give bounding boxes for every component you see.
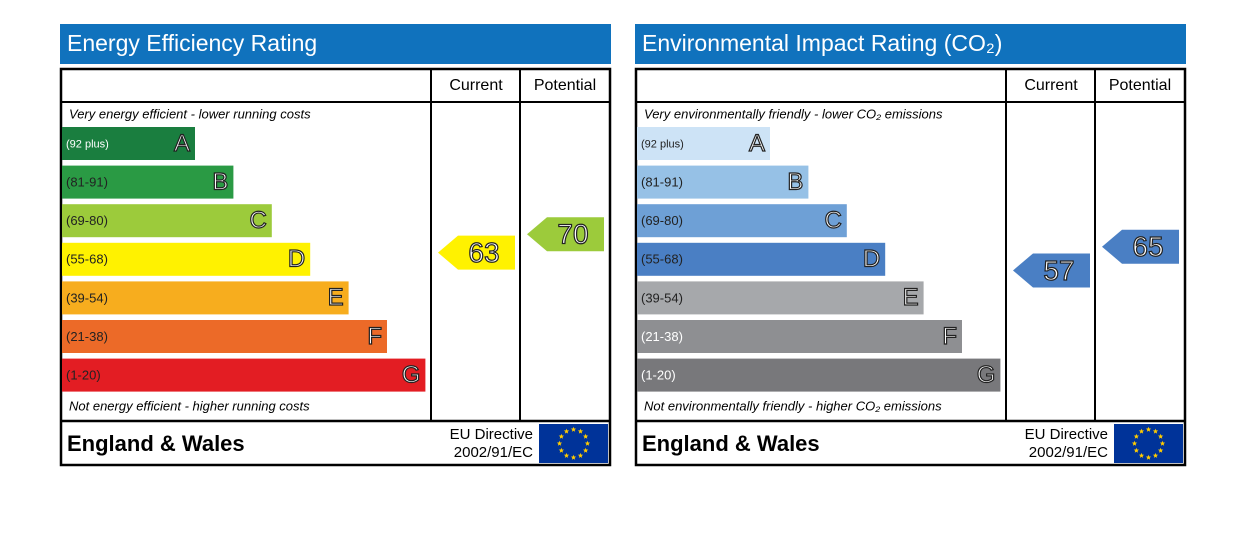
title-bar	[635, 24, 1186, 64]
band-range: (69-80)	[66, 213, 108, 228]
band-range: (81-91)	[641, 175, 683, 190]
top-note: Very environmentally friendly - lower CO…	[644, 106, 943, 121]
eu-star	[570, 454, 577, 460]
band-letter: F	[367, 323, 382, 350]
band-range: (92 plus)	[66, 138, 109, 150]
eu-star	[558, 447, 565, 453]
panel: Energy Efficiency Rating Current Potential…	[59, 24, 612, 467]
bottom-note: Not energy efficient - higher running co…	[69, 398, 310, 413]
band-letter: C	[824, 207, 841, 234]
column-header: Potential	[534, 77, 596, 94]
rating-band	[637, 204, 847, 238]
eu-star	[582, 433, 589, 439]
eu-star	[563, 452, 570, 458]
band-range: (81-91)	[66, 175, 108, 190]
eu-star	[1145, 426, 1152, 432]
directive: EU Directive	[450, 426, 533, 443]
rating-arrow	[438, 235, 515, 270]
eu-star	[584, 440, 591, 446]
rating-band	[62, 320, 387, 353]
eu-star	[556, 440, 563, 446]
directive: 2002/91/EC	[454, 444, 533, 461]
region: England & Wales	[642, 431, 820, 456]
band-letter: G	[977, 361, 996, 388]
band-range: (55-68)	[66, 252, 108, 267]
band-letter: B	[212, 168, 228, 195]
eu-star	[1133, 433, 1140, 439]
rating-band	[62, 127, 195, 160]
panel-title: Energy Efficiency Rating	[67, 30, 317, 56]
band-letter: E	[903, 284, 919, 311]
band-range: (39-54)	[66, 290, 108, 305]
frame	[59, 67, 612, 467]
band-letter: D	[288, 246, 305, 273]
band-letter: C	[249, 207, 266, 234]
rating-arrow	[1013, 253, 1090, 288]
top-note: Very energy efficient - lower running co…	[69, 106, 311, 121]
column-header: Potential	[1109, 77, 1171, 94]
eu-star	[1145, 454, 1152, 460]
band-range: (69-80)	[641, 213, 683, 228]
eu-star	[563, 428, 570, 434]
rating-value: 70	[557, 219, 588, 250]
band-letter: E	[328, 284, 344, 311]
band-range: (55-68)	[641, 252, 683, 267]
rating-band	[637, 358, 1001, 392]
bottom-note: Not environmentally friendly - higher CO…	[644, 398, 942, 413]
frame	[634, 67, 1187, 467]
rating-arrow	[1102, 229, 1179, 264]
band-range: (1-20)	[66, 368, 101, 383]
column-header: Current	[449, 77, 503, 94]
rating-value: 57	[1043, 255, 1074, 286]
eu-star	[1138, 428, 1145, 434]
rating-value: 63	[468, 237, 499, 268]
panel: Environmental Impact Rating (CO₂) Current…	[634, 24, 1187, 467]
directive: 2002/91/EC	[1029, 444, 1108, 461]
band-letter: A	[174, 130, 190, 157]
eu-star	[577, 428, 584, 434]
band-range: (21-38)	[641, 329, 683, 344]
rating-band	[637, 165, 809, 199]
band-letter: A	[749, 130, 765, 157]
eu-star	[1157, 433, 1164, 439]
eu-star	[1138, 452, 1145, 458]
eu-star	[1133, 447, 1140, 453]
rating-band	[62, 242, 311, 276]
rating-band	[62, 165, 234, 199]
band-range: (39-54)	[641, 290, 683, 305]
eu-star	[558, 433, 565, 439]
band-range: (92 plus)	[641, 138, 684, 150]
region: England & Wales	[67, 431, 245, 456]
eu-star	[570, 426, 577, 432]
panel-title: Environmental Impact Rating (CO₂)	[642, 30, 1002, 56]
eu-star	[1152, 428, 1159, 434]
band-range: (21-38)	[66, 329, 108, 344]
rating-band	[62, 281, 349, 315]
band-letter: F	[942, 323, 957, 350]
rating-band	[62, 204, 272, 238]
rating-band	[637, 320, 962, 353]
rating-band	[62, 358, 426, 392]
eu-star	[1159, 440, 1166, 446]
rating-value: 65	[1132, 231, 1163, 262]
column-header: Current	[1024, 77, 1078, 94]
eu-star	[1152, 452, 1159, 458]
rating-band	[637, 127, 770, 160]
eu-star	[1157, 447, 1164, 453]
rating-band	[637, 242, 886, 276]
band-letter: G	[402, 361, 421, 388]
band-letter: B	[787, 168, 803, 195]
band-range: (1-20)	[641, 368, 676, 383]
rating-arrow	[527, 217, 604, 252]
rating-band	[637, 281, 924, 315]
eu-star	[582, 447, 589, 453]
band-letter: D	[863, 246, 880, 273]
eu-star	[1131, 440, 1138, 446]
directive: EU Directive	[1025, 426, 1108, 443]
title-bar	[60, 24, 611, 64]
eu-star	[577, 452, 584, 458]
